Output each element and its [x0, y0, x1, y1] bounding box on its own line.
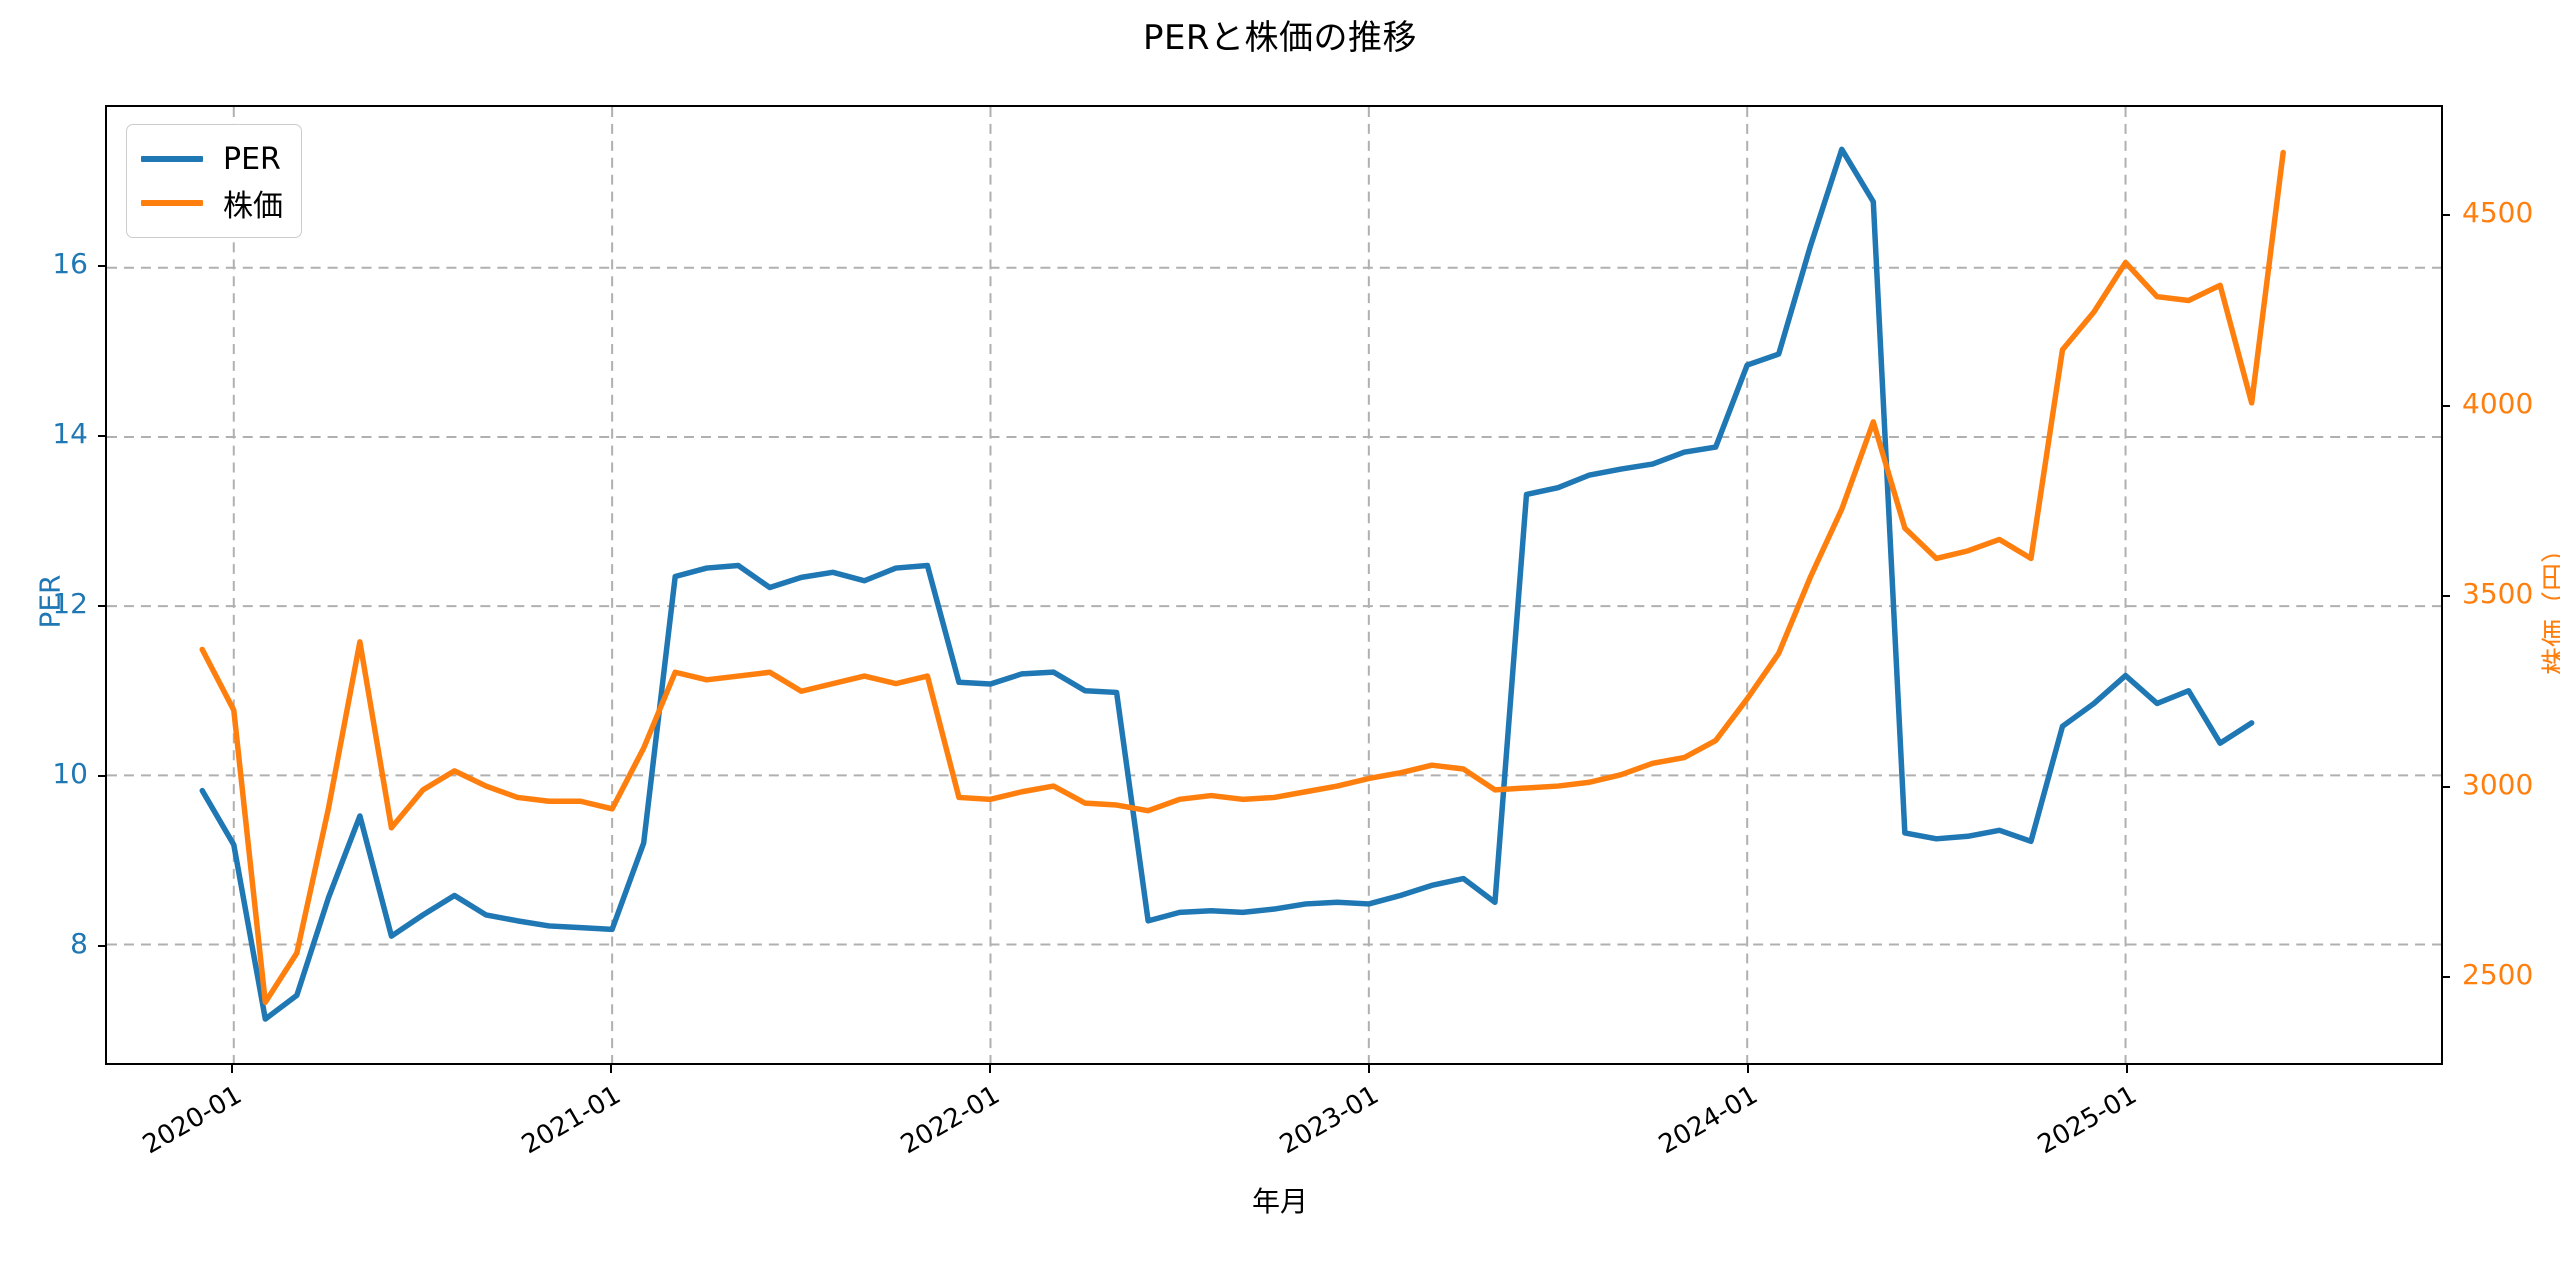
y-axis-right-tick-mark: [2443, 404, 2450, 407]
x-axis-tick-mark: [1747, 1065, 1749, 1073]
x-axis-tick-mark: [989, 1065, 991, 1073]
y-axis-left-tick-label: 16: [52, 247, 88, 281]
y-axis-right-tick-label: 3000: [2462, 767, 2534, 801]
x-axis-tick-mark: [2126, 1065, 2128, 1073]
x-axis-tick-mark: [231, 1065, 233, 1073]
y-axis-left-tick-mark: [98, 945, 105, 948]
legend-item[interactable]: 株価: [141, 181, 283, 225]
y-axis-right-tick-mark: [2443, 785, 2450, 788]
legend-item-label: PER: [223, 141, 281, 177]
y-axis-left-tick-mark: [98, 435, 105, 438]
y-axis-left-tick-mark: [98, 265, 105, 268]
y-axis-right-tick-label: 3500: [2462, 577, 2534, 611]
y-axis-right-tick-label: 4000: [2462, 386, 2534, 420]
y-axis-left-tick-label: 10: [52, 757, 88, 791]
y-axis-left-tick-mark: [98, 775, 105, 778]
y-axis-left-tick-mark: [98, 605, 105, 608]
y-axis-left-tick-label: 14: [52, 417, 88, 451]
legend: PER 株価: [126, 124, 302, 238]
y-axis-right-tick-label: 4500: [2462, 196, 2534, 230]
legend-color-swatch: [141, 200, 203, 206]
y-axis-right-tick-mark: [2443, 595, 2450, 598]
legend-item[interactable]: PER: [141, 137, 283, 181]
x-axis-tick-mark: [610, 1065, 612, 1073]
legend-item-label: 株価: [223, 189, 283, 224]
y-axis-right-tick-label: 2500: [2462, 958, 2534, 992]
legend-color-swatch: [141, 156, 203, 162]
x-axis-label: 年月: [1251, 1185, 1308, 1218]
chart-title: PERと株価の推移: [1142, 18, 1418, 58]
series-lines: [199, 146, 2286, 1022]
x-axis-tick-mark: [1368, 1065, 1370, 1073]
y-axis-left-tick-label: 12: [52, 587, 88, 621]
y-axis-right-label: 株価（円）: [2539, 535, 2560, 676]
y-axis-left-tick-label: 8: [70, 927, 88, 961]
y-axis-right-tick-mark: [2443, 976, 2450, 979]
y-axis-right-tick-mark: [2443, 214, 2450, 217]
plot-area: [105, 105, 2443, 1065]
